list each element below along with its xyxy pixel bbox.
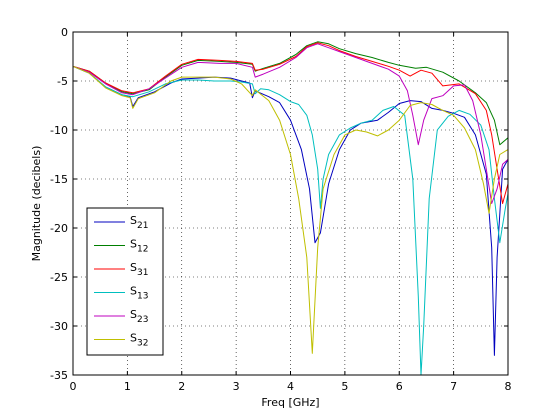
x-tick-label: 1 — [124, 380, 131, 393]
y-tick-label: -20 — [50, 222, 68, 235]
axis-ticks: 0 1 2 3 4 5 6 7 8 0 -5 -10 -15 -20 -25 -30 -35 — [50, 26, 511, 393]
series-layer — [73, 41, 508, 375]
x-tick-label: 5 — [341, 380, 348, 393]
legend-box — [86, 207, 164, 356]
legend-label-s13: S13 — [130, 285, 148, 302]
y-tick-label: -35 — [50, 369, 68, 382]
y-tick-label: -5 — [57, 75, 68, 88]
y-axis-label: Magnitude (decibels) — [30, 146, 43, 262]
legend-label-s23: S23 — [130, 308, 148, 325]
x-tick-label: 7 — [450, 380, 457, 393]
legend-label-s31: S31 — [130, 261, 148, 278]
y-tick-label: 0 — [61, 26, 68, 39]
x-tick-label: 8 — [505, 380, 512, 393]
legend: S21 S12 S31 S13 S23 S32 — [86, 207, 164, 356]
series-line-s32 — [73, 65, 508, 354]
y-tick-label: -30 — [50, 320, 68, 333]
x-tick-label: 4 — [287, 380, 294, 393]
y-tick-label: -10 — [50, 124, 68, 137]
legend-label-s32: S32 — [130, 332, 148, 349]
x-tick-label: 0 — [70, 380, 77, 393]
x-axis-label: Freq [GHz] — [261, 396, 319, 409]
y-tick-label: -15 — [50, 173, 68, 186]
x-tick-label: 3 — [233, 380, 240, 393]
series-line-s31 — [73, 42, 508, 204]
y-tick-label: -25 — [50, 271, 68, 284]
x-tick-label: 2 — [178, 380, 185, 393]
series-line-s23 — [73, 43, 508, 204]
x-tick-label: 6 — [396, 380, 403, 393]
legend-label-s21: S21 — [130, 214, 148, 231]
legend-label-s12: S12 — [130, 238, 148, 255]
